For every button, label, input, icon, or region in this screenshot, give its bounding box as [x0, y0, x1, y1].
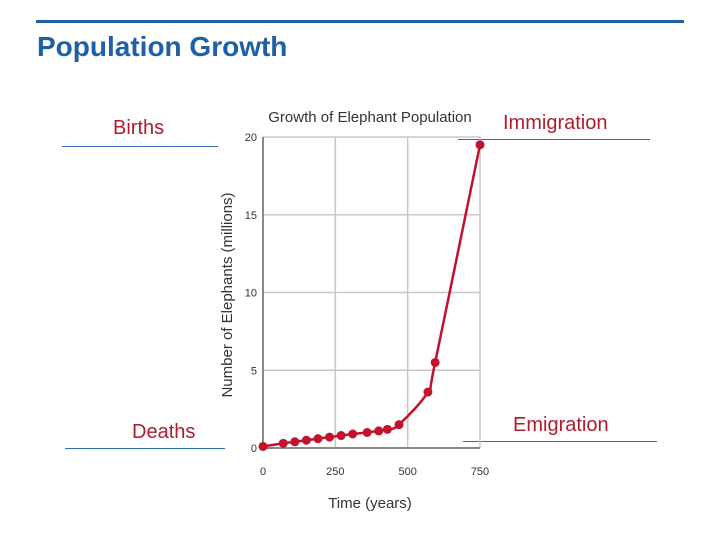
emigration-blank-line: [463, 441, 657, 442]
x-tick-label-1: 250: [326, 466, 344, 478]
data-point-1: [278, 438, 288, 448]
x-tick-label-0: 0: [260, 466, 266, 478]
data-point-9: [374, 426, 384, 436]
x-axis-title: Time (years): [328, 495, 412, 512]
data-point-3: [301, 435, 311, 445]
immigration-label: Immigration: [503, 112, 608, 134]
emigration-label: Emigration: [513, 414, 609, 436]
x-tick-label-2: 500: [398, 466, 416, 478]
data-point-11: [394, 420, 404, 430]
data-point-8: [362, 427, 372, 437]
series-line: [262, 144, 482, 448]
tick-labels: 0 5 10 15 20 0 250 500 750: [245, 132, 489, 478]
y-tick-label-1: 5: [251, 365, 257, 377]
deaths-label: Deaths: [132, 421, 196, 443]
births-label: Births: [113, 117, 165, 139]
data-point-4: [313, 434, 323, 444]
data-point-5: [325, 432, 335, 442]
data-point-6: [336, 431, 346, 441]
data-point-14: [475, 140, 485, 150]
elephant-population-chart: Growth of Elephant Population Number of …: [219, 109, 489, 512]
immigration-blank-line: [458, 139, 650, 140]
gridlines: [262, 136, 481, 449]
data-point-13: [430, 357, 440, 367]
data-point-12: [423, 387, 433, 397]
page-title: Population Growth: [37, 31, 288, 62]
y-tick-label-0: 0: [251, 443, 257, 455]
y-tick-label-4: 20: [245, 132, 257, 144]
data-series: [258, 140, 485, 451]
y-tick-label-3: 15: [245, 210, 257, 222]
data-point-2: [290, 437, 300, 447]
data-point-7: [348, 429, 358, 439]
x-tick-label-3: 750: [471, 466, 489, 478]
chart-title: Growth of Elephant Population: [268, 109, 471, 126]
data-point-10: [382, 424, 392, 434]
deaths-blank-line: [65, 448, 225, 449]
births-blank-line: [62, 146, 218, 147]
y-tick-label-2: 10: [245, 288, 257, 300]
y-axis-title: Number of Elephants (millions): [219, 192, 236, 397]
title-rule: [36, 20, 684, 23]
data-point-0: [258, 441, 268, 451]
